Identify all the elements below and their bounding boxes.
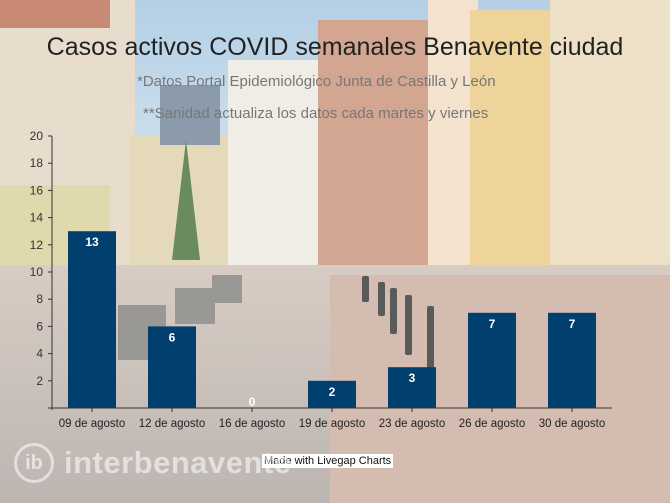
planter [175,288,215,324]
y-tick-label: 14 [30,211,44,225]
x-tick-label: 26 de agosto [459,418,526,430]
planter [212,275,242,303]
bar [68,231,116,408]
chart-subtitle-update-note: **Sanidad actualiza los datos cada marte… [143,105,489,122]
watermark-logo: ib interbenavente [14,443,354,487]
building [428,0,478,300]
bar-value-label: 3 [409,371,416,385]
building [470,10,555,310]
building [228,60,323,270]
bar [388,367,436,408]
bar-value-label: 7 [489,317,496,331]
bar-value-label: 2 [329,385,336,399]
bar-value-label: 7 [569,317,576,331]
x-tick-label: 19 de agosto [299,418,366,430]
y-tick-label: 18 [30,156,44,170]
bar [148,326,196,408]
chart-subtitle-source: *Datos Portal Epidemiológico Junta de Ca… [137,73,496,90]
x-tick-label: 23 de agosto [379,418,446,430]
x-tick-label: 12 de agosto [139,418,206,430]
logo-text: interbenavente [64,445,292,480]
cypress-tree [172,140,200,260]
y-tick-label: 6 [36,319,43,333]
bollard [378,282,385,316]
logo-mark: ib [14,443,54,483]
bollard [427,306,434,376]
bollard [362,276,369,302]
y-tick-label: 2 [36,374,43,388]
y-tick-label: 12 [30,238,44,252]
church-tower [160,85,220,145]
bar-value-label: 13 [85,235,99,249]
bar [308,380,356,408]
y-tick-label: 4 [36,347,43,361]
chart-title: Casos activos COVID semanales Benavente … [46,33,624,61]
x-tick-label: 09 de agosto [59,418,126,430]
x-tick-label: 16 de agosto [219,418,286,430]
bar-value-label: 0 [249,395,256,409]
bollard [390,288,397,334]
building [318,20,433,285]
y-tick-label: 16 [30,183,44,197]
y-tick-label: 10 [30,265,44,279]
y-tick-label: 8 [36,292,43,306]
bar-value-label: 6 [169,330,176,344]
roof [0,0,110,28]
bar [468,312,516,408]
x-tick-label: 30 de agosto [539,418,606,430]
bollard [405,295,412,355]
chart-credit[interactable]: Made with Livegap Charts [262,454,394,468]
y-tick-label: 20 [30,129,44,143]
bar [548,312,596,408]
